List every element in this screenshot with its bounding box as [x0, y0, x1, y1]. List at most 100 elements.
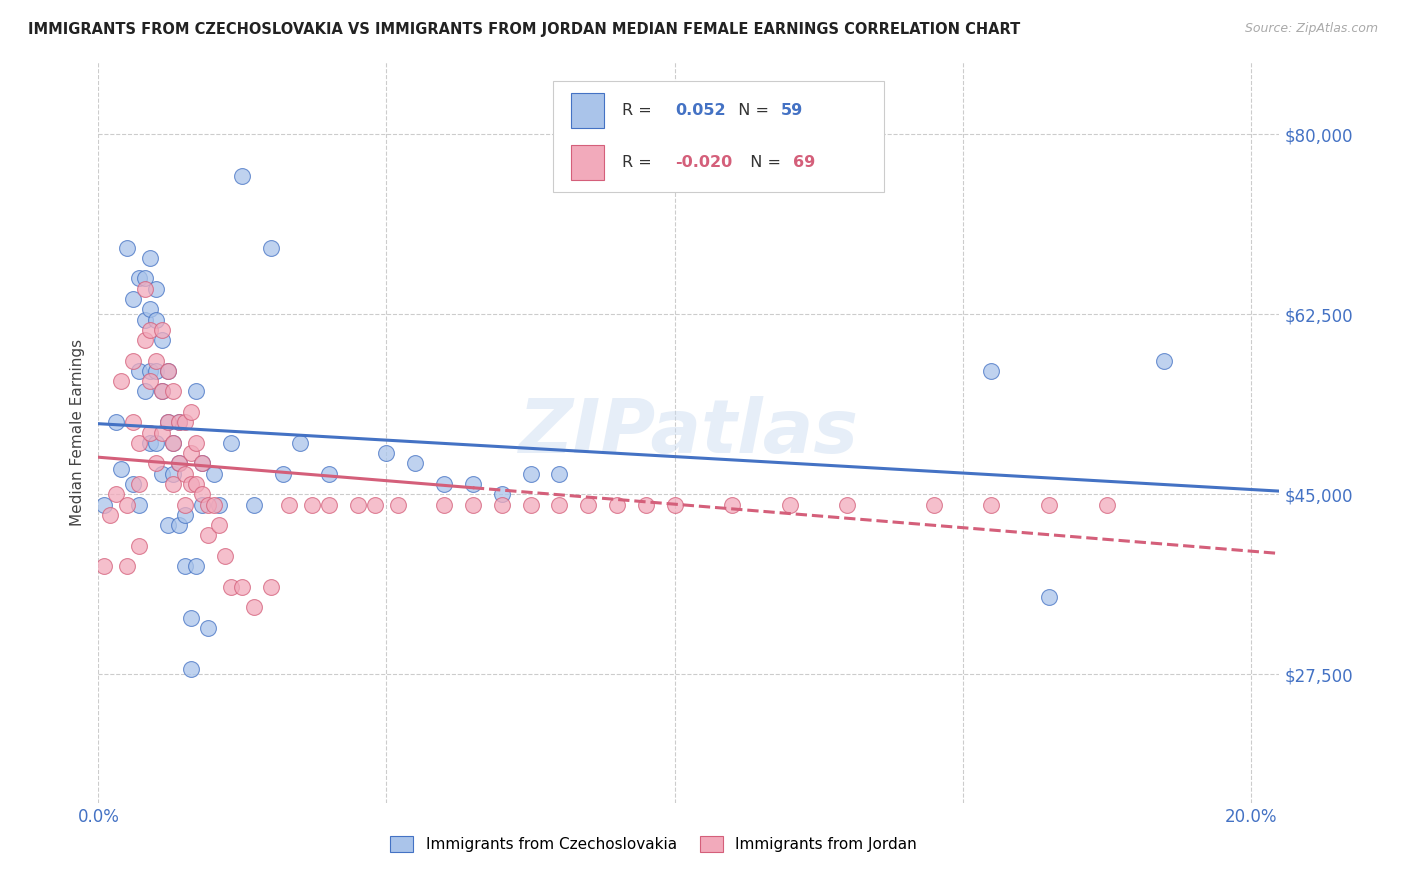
Point [980, 364, 1002, 378]
Point [150, 333, 173, 347]
Point [1095, 498, 1118, 512]
Point [186, 384, 208, 399]
Point [156, 364, 179, 378]
Point [128, 477, 150, 491]
Point [346, 498, 368, 512]
Point [115, 498, 138, 512]
Point [548, 498, 571, 512]
Point [318, 498, 340, 512]
Point [664, 498, 686, 512]
Point [180, 611, 202, 625]
Point [139, 436, 162, 450]
Text: -0.020: -0.020 [675, 155, 733, 169]
Point [173, 415, 195, 429]
Point [491, 498, 513, 512]
Point [1153, 353, 1175, 368]
Point [980, 498, 1002, 512]
Point [433, 498, 456, 512]
Point [167, 457, 190, 471]
Point [318, 467, 340, 481]
Text: Source: ZipAtlas.com: Source: ZipAtlas.com [1244, 22, 1378, 36]
Point [145, 457, 167, 471]
Point [231, 169, 253, 183]
Point [150, 425, 173, 440]
Point [139, 323, 162, 337]
Point [208, 518, 231, 533]
Point [139, 425, 162, 440]
Point [461, 477, 484, 491]
Point [219, 580, 242, 594]
Point [110, 374, 132, 388]
Point [491, 487, 513, 501]
Point [122, 477, 145, 491]
Point [191, 498, 214, 512]
Point [162, 477, 184, 491]
Point [156, 518, 179, 533]
Point [173, 559, 195, 574]
Point [387, 498, 409, 512]
Point [104, 415, 127, 429]
Point [162, 467, 184, 481]
Point [134, 333, 156, 347]
Point [186, 477, 208, 491]
Point [433, 477, 456, 491]
Point [260, 580, 283, 594]
Point [145, 436, 167, 450]
Point [122, 415, 145, 429]
Point [150, 467, 173, 481]
Point [139, 374, 162, 388]
Point [162, 384, 184, 399]
Point [173, 498, 195, 512]
Point [191, 487, 214, 501]
Point [134, 312, 156, 326]
Text: N =: N = [728, 103, 775, 118]
Text: 59: 59 [782, 103, 803, 118]
Point [202, 498, 225, 512]
Point [197, 528, 219, 542]
FancyBboxPatch shape [553, 81, 884, 192]
Point [277, 498, 299, 512]
Point [122, 353, 145, 368]
Point [634, 498, 657, 512]
Text: N =: N = [740, 155, 786, 169]
Text: ZIPatlas: ZIPatlas [519, 396, 859, 469]
Point [115, 240, 138, 255]
Point [134, 384, 156, 399]
Point [150, 384, 173, 399]
Point [576, 498, 599, 512]
Point [519, 498, 541, 512]
Point [145, 282, 167, 296]
Point [134, 271, 156, 285]
Text: R =: R = [621, 103, 662, 118]
Point [156, 415, 179, 429]
Point [202, 467, 225, 481]
Point [145, 312, 167, 326]
Point [922, 498, 945, 512]
Point [156, 415, 179, 429]
Point [173, 467, 195, 481]
Text: 0.052: 0.052 [675, 103, 725, 118]
Text: IMMIGRANTS FROM CZECHOSLOVAKIA VS IMMIGRANTS FROM JORDAN MEDIAN FEMALE EARNINGS : IMMIGRANTS FROM CZECHOSLOVAKIA VS IMMIGR… [28, 22, 1021, 37]
Point [301, 498, 323, 512]
Point [404, 457, 426, 471]
Point [139, 302, 162, 317]
Point [173, 508, 195, 522]
Point [208, 498, 231, 512]
Point [219, 436, 242, 450]
Bar [571, 145, 605, 180]
Point [167, 415, 190, 429]
Point [186, 559, 208, 574]
Point [180, 446, 202, 460]
Point [93, 559, 115, 574]
Point [461, 498, 484, 512]
Point [162, 436, 184, 450]
Point [243, 498, 266, 512]
Point [375, 446, 398, 460]
Point [364, 498, 387, 512]
Point [548, 467, 571, 481]
Point [288, 436, 311, 450]
Point [167, 457, 190, 471]
Point [115, 559, 138, 574]
Point [162, 436, 184, 450]
Point [167, 518, 190, 533]
